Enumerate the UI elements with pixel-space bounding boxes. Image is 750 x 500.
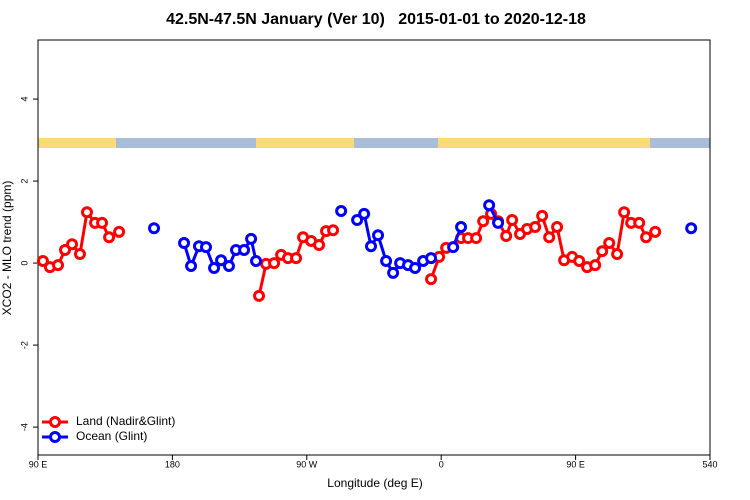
y-axis-label: XCO2 - MLO trend (ppm) [0,181,14,316]
point [238,243,251,256]
point [178,236,191,249]
point [425,252,438,265]
y-tick-label: -2 [19,341,29,349]
x-tick-label: 180 [165,459,180,469]
point [290,252,303,265]
point [335,205,348,218]
legend-marker [49,416,61,428]
point [327,224,340,237]
y-tick-label: 2 [19,179,29,184]
point [500,230,513,243]
x-tick-label: 90 E [29,459,48,469]
point [611,248,624,261]
point [649,225,662,238]
y-tick-label: 4 [19,97,29,102]
point [409,262,422,275]
ocean-band [38,138,710,148]
point [483,199,496,212]
point [200,241,212,254]
point [148,222,161,235]
point [372,229,385,242]
x-tick-label: 0 [439,459,444,469]
land-ocean-strip [38,138,710,148]
point [222,259,235,272]
point [113,225,126,238]
chart-title: 42.5N-47.5N January (Ver 10) 2015-01-01 … [166,11,586,28]
point [313,239,326,252]
point [573,255,586,268]
y-tick-label: -4 [19,423,29,431]
legend-label: Ocean (Glint) [76,429,147,443]
point [36,255,49,268]
point [358,207,371,220]
point [215,254,228,267]
point [103,231,116,244]
point [66,238,79,251]
point [52,259,65,272]
point [250,255,263,268]
point [380,255,393,268]
point [455,220,468,233]
x-tick-label: 90 E [566,459,585,469]
point [185,259,198,272]
point [80,206,93,219]
point [470,232,483,245]
legend-label: Land (Nadir&Glint) [76,414,175,428]
point [492,216,505,229]
x-tick-label: 90 W [296,459,318,469]
plot-frame [37,39,711,456]
y-tick-label: 0 [19,261,29,266]
series-line [41,208,656,297]
point [506,214,519,227]
point [351,214,364,227]
point [640,231,653,244]
point [551,220,564,233]
point [685,222,698,235]
point [73,248,86,261]
legend-marker [49,431,61,443]
point [208,262,221,275]
land-band [38,138,116,148]
point [268,257,281,270]
point [365,240,378,253]
point [633,216,646,229]
point [387,266,400,279]
point [447,241,460,254]
point [96,216,109,229]
x-axis-label: Longitude (deg E) [327,476,422,490]
x-tick-label: 540 [702,459,717,469]
point [618,206,631,219]
point [425,273,438,286]
land-band [438,138,650,148]
point [529,220,542,233]
point [603,236,616,249]
point [543,231,556,244]
point [477,215,490,228]
point [589,259,602,272]
point [536,209,549,222]
point [596,245,609,258]
point [245,232,258,245]
land-band [256,138,354,148]
point [253,289,266,302]
